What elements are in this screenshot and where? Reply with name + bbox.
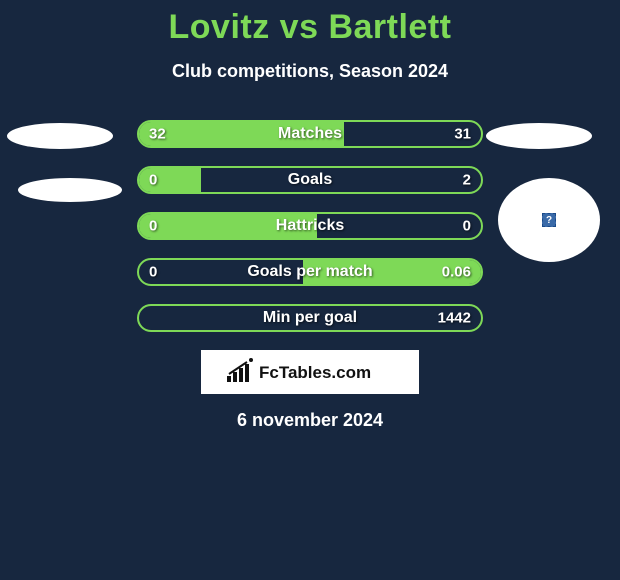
stat-left-value: 0	[149, 218, 157, 235]
page-subtitle: Club competitions, Season 2024	[0, 61, 620, 82]
stat-row-goals: 0 Goals 2	[137, 166, 483, 194]
stat-left-value: 0	[149, 172, 157, 189]
avatar-left-1	[7, 123, 113, 149]
placeholder-icon: ?	[542, 213, 556, 227]
stat-row-goals-per-match: 0 Goals per match 0.06	[137, 258, 483, 286]
stat-left-value: 0	[149, 264, 157, 281]
fctables-logo: FcTables.com	[201, 350, 419, 394]
stat-row-matches: 32 Matches 31	[137, 120, 483, 148]
stat-row-hattricks: 0 Hattricks 0	[137, 212, 483, 240]
page-date: 6 november 2024	[0, 410, 620, 431]
stat-right-value: 2	[463, 172, 471, 189]
stat-right-value: 1442	[438, 310, 471, 327]
avatar-left-2	[18, 178, 122, 202]
stat-left-value: 32	[149, 126, 166, 143]
stat-right-value: 0	[463, 218, 471, 235]
stat-label: Min per goal	[263, 309, 357, 327]
stat-label: Matches	[278, 125, 342, 143]
fctables-logo-icon: FcTables.com	[225, 358, 395, 386]
stat-label: Goals per match	[247, 263, 372, 281]
stat-right-value: 0.06	[442, 264, 471, 281]
stat-label: Goals	[288, 171, 332, 189]
stat-row-min-per-goal: Min per goal 1442	[137, 304, 483, 332]
comparison-bars: 32 Matches 31 0 Goals 2 0 Hattricks 0 0 …	[137, 120, 483, 332]
stat-right-value: 31	[454, 126, 471, 143]
avatar-right-2: ?	[498, 178, 600, 262]
stat-label: Hattricks	[276, 217, 344, 235]
logo-text: FcTables.com	[259, 363, 371, 382]
page-title: Lovitz vs Bartlett	[0, 0, 620, 47]
avatar-right-1	[486, 123, 592, 149]
